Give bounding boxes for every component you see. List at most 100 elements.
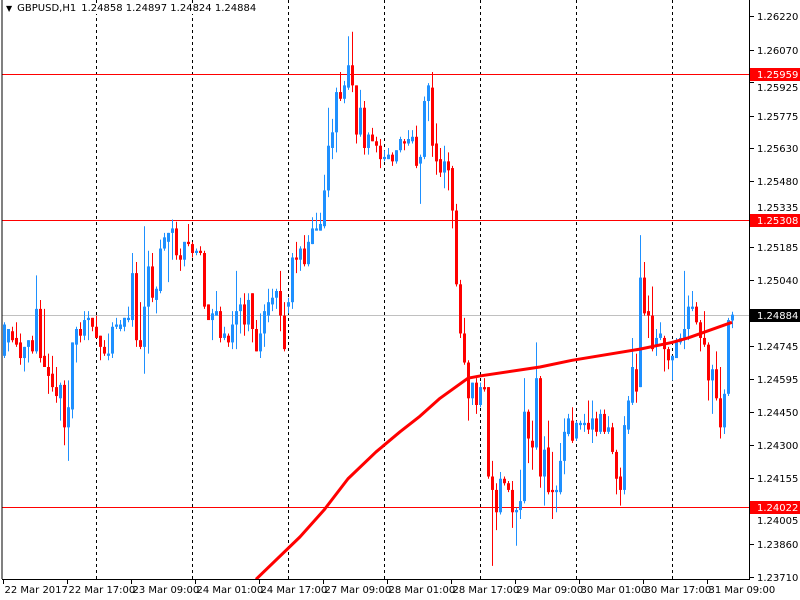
candle-body: [675, 342, 678, 359]
bear-candle: [199, 246, 202, 256]
price-tick-label: 1.25630: [757, 144, 798, 155]
bear-candle: [495, 483, 498, 531]
bear-candle: [611, 422, 614, 455]
grid-lines: [96, 0, 673, 579]
bull-candle: [543, 436, 546, 506]
candle-body: [123, 317, 126, 327]
bull-candle: [591, 400, 594, 443]
candle-body: [687, 306, 690, 330]
candle-body: [7, 329, 10, 343]
candle-body: [227, 335, 230, 343]
candle-body: [351, 65, 354, 86]
bear-candle: [303, 235, 306, 267]
candle-body: [447, 161, 450, 171]
bear-candle: [15, 322, 18, 347]
time-tick-label: 24 Mar 01:00: [197, 585, 264, 596]
bear-candle: [175, 221, 178, 260]
bull-candle: [71, 342, 74, 419]
bull-candle: [123, 317, 126, 332]
bull-candle: [687, 295, 690, 341]
bear-candle: [483, 378, 486, 392]
bull-candle: [323, 174, 326, 229]
candle-body: [3, 324, 6, 356]
candle-body: [295, 257, 298, 260]
candle-body: [595, 418, 598, 432]
bear-candle: [279, 270, 282, 332]
candle-body: [315, 228, 318, 231]
candle-body: [451, 168, 454, 211]
symbol-label: GBPUSD,H1: [17, 3, 77, 14]
bull-candle: [259, 313, 262, 359]
bull-candle: [523, 378, 526, 504]
bear-candle: [43, 308, 46, 367]
bull-candle: [231, 311, 234, 350]
bull-candle: [211, 308, 214, 341]
bull-candle: [419, 154, 422, 204]
price-tick-label: 1.24450: [757, 408, 798, 419]
bull-candle: [239, 297, 242, 334]
bear-candle: [463, 317, 466, 365]
bear-candle: [19, 333, 22, 365]
candle-body: [199, 250, 202, 254]
candle-body: [367, 134, 370, 148]
candle-body: [639, 277, 642, 388]
candle-body: [71, 342, 74, 410]
candle-body: [15, 337, 18, 345]
candle-body: [363, 107, 366, 148]
candle-body: [731, 314, 734, 321]
bull-candle: [499, 472, 502, 515]
bull-candle: [515, 507, 518, 546]
bull-candle: [167, 232, 170, 283]
bear-candle: [695, 302, 698, 325]
level-price-label: 1.25959: [750, 68, 800, 81]
bull-candle: [3, 322, 6, 359]
bear-candle: [295, 241, 298, 274]
candle-body: [511, 489, 514, 513]
bull-candle: [35, 275, 38, 354]
price-label-box: [750, 309, 800, 322]
candle-body: [691, 306, 694, 309]
price-label-box: [750, 501, 800, 514]
bull-candle: [655, 329, 658, 356]
candle-body: [107, 353, 110, 356]
bear-candle: [55, 366, 58, 403]
level-labels: 1.25959 1.25308 1.24022 1.24884: [750, 68, 800, 514]
bull-candle: [195, 248, 198, 256]
candle-body: [403, 141, 406, 144]
bear-candle: [511, 480, 514, 528]
bull-candle: [395, 150, 398, 164]
triangle-down-icon[interactable]: ▼: [6, 4, 13, 13]
candle-body: [579, 422, 582, 426]
candle-body: [643, 277, 646, 314]
candle-body: [143, 306, 146, 347]
candle-body: [539, 378, 542, 477]
bull-candle: [23, 346, 26, 372]
bull-candle: [163, 232, 166, 251]
bear-candle: [703, 311, 706, 347]
candle-body: [303, 248, 306, 265]
candle-body: [659, 333, 662, 338]
candle-body: [667, 349, 670, 361]
bull-candle: [583, 413, 586, 432]
bear-candle: [571, 407, 574, 443]
bear-candle: [371, 127, 374, 142]
candle-body: [371, 134, 374, 142]
bull-candle: [683, 270, 686, 350]
candle-body: [711, 369, 714, 381]
candle-body: [327, 145, 330, 191]
bull-candle: [659, 322, 662, 341]
candle-body: [139, 340, 142, 347]
candle-body: [419, 156, 422, 164]
candle-body: [83, 320, 86, 336]
candle-body: [455, 210, 458, 285]
candle-body: [99, 335, 102, 347]
bear-candle: [283, 302, 286, 352]
bear-candle: [207, 304, 210, 321]
candle-body: [535, 378, 538, 448]
bull-candle: [183, 241, 186, 267]
candle-body: [647, 311, 650, 316]
bull-candle: [67, 380, 70, 461]
bear-candle: [459, 279, 462, 338]
candle-body: [411, 136, 414, 142]
